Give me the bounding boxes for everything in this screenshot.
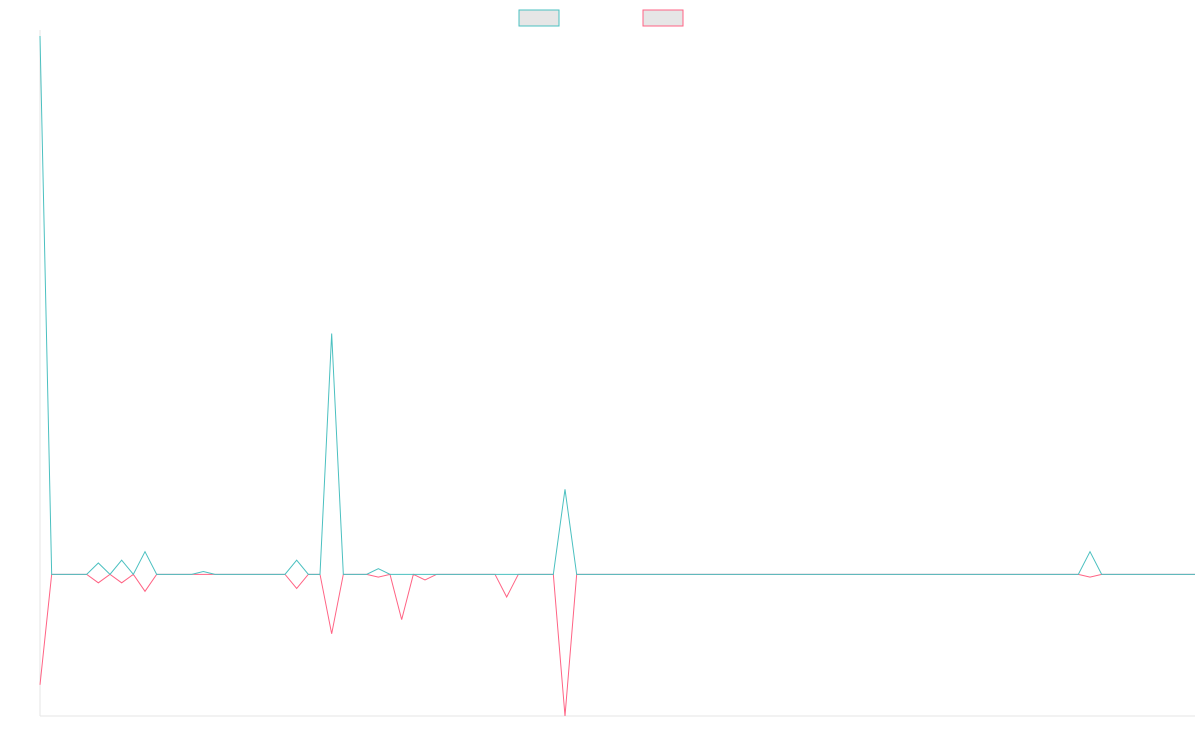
legend-swatch-0[interactable] (518, 9, 560, 27)
series-line-1[interactable] (39, 573, 1195, 717)
axes (39, 30, 1195, 717)
legend (518, 9, 684, 27)
legend-item-1[interactable] (642, 9, 684, 27)
series-layer (39, 35, 1195, 717)
series-line-0[interactable] (39, 35, 1195, 576)
legend-item-0[interactable] (518, 9, 560, 27)
legend-swatch-1[interactable] (642, 9, 684, 27)
